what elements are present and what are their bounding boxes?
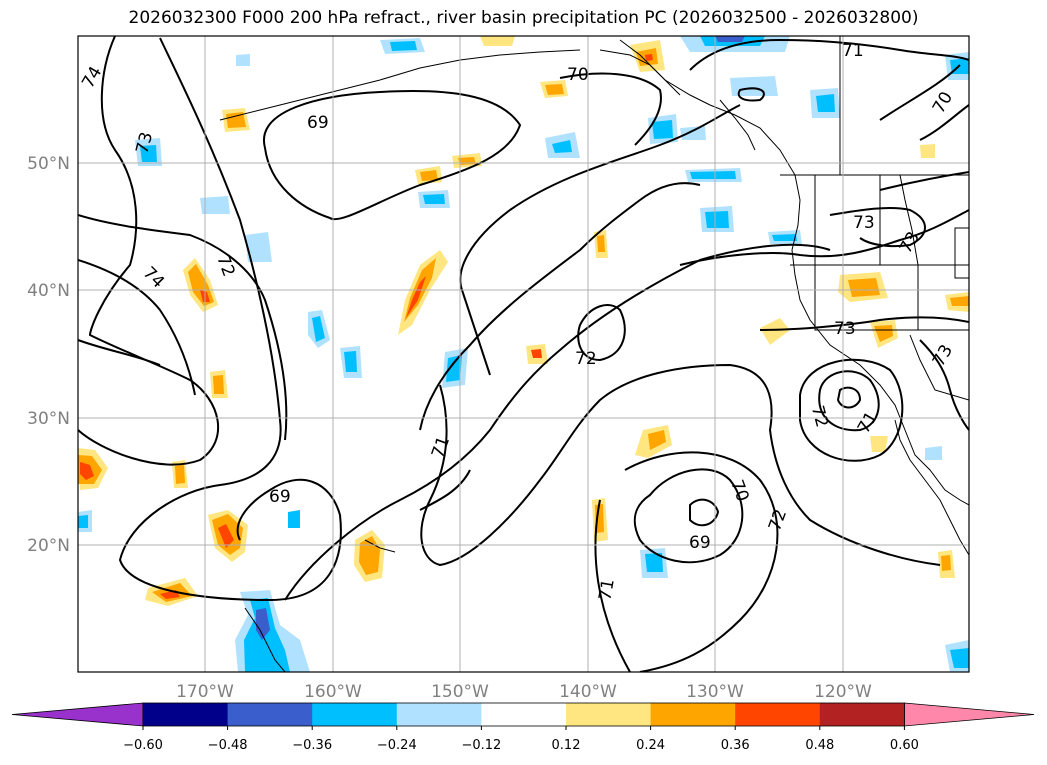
map-background	[78, 36, 969, 672]
lat-label: 30°N	[27, 409, 70, 429]
colorbar-tick-label: 0.12	[552, 738, 581, 753]
colorbar-extend-max	[904, 702, 1035, 727]
lon-label: 160°W	[304, 682, 362, 702]
lat-label: 20°N	[27, 536, 70, 556]
colorbar-tick-label: −0.12	[461, 738, 501, 753]
colorbar-cell	[735, 703, 821, 726]
contour-label: 72	[575, 349, 597, 369]
lon-label: 150°W	[431, 682, 489, 702]
lon-label: 170°W	[176, 682, 234, 702]
colorbar-cell	[227, 703, 313, 726]
contour-label: 73	[834, 319, 856, 339]
colorbar-cell	[481, 703, 567, 726]
colorbar: −0.60 −0.48 −0.36 −0.24 −0.12 0.12 0.24 0.36 0.4…	[11, 702, 1035, 753]
contour-label: 69	[307, 113, 329, 133]
lon-label: 120°W	[814, 682, 872, 702]
lon-label: 140°W	[559, 682, 617, 702]
colorbar-tick-label: −0.48	[208, 738, 248, 753]
contour-label: 71	[842, 41, 864, 61]
gridlines	[78, 36, 969, 672]
colorbar-cell	[143, 703, 229, 726]
colorbar-cell	[396, 703, 482, 726]
contour-label: 71	[595, 577, 618, 602]
map-frame	[77, 35, 970, 673]
coastlines	[219, 36, 969, 672]
refractivity-contours	[78, 36, 969, 672]
colorbar-cell	[566, 703, 652, 726]
contour-label: 73	[853, 213, 875, 233]
colorbar-cell	[312, 703, 398, 726]
lon-label: 130°W	[686, 682, 744, 702]
colorbar-tick-label: −0.36	[292, 738, 332, 753]
colorbar-tick-label: 0.60	[890, 738, 919, 753]
colorbar-frame	[142, 702, 905, 727]
contour-label: 69	[689, 533, 711, 553]
colorbar-tick-label: −0.24	[377, 738, 417, 753]
contour-label: 70	[567, 65, 589, 85]
lat-label: 50°N	[27, 154, 70, 174]
colorbar-tick-label: 0.24	[636, 738, 665, 753]
contour-label: 69	[269, 487, 291, 507]
colorbar-tick-label: 0.48	[805, 738, 834, 753]
lat-label: 40°N	[27, 281, 70, 301]
colorbar-tick-label: −0.60	[123, 738, 163, 753]
colorbar-cell	[819, 703, 905, 726]
map-title: 2026032300 F000 200 hPa refract., river …	[128, 8, 919, 28]
colorbar-cell	[650, 703, 736, 726]
colorbar-tick-label: 0.36	[721, 738, 750, 753]
colorbar-extend-min	[11, 702, 144, 727]
